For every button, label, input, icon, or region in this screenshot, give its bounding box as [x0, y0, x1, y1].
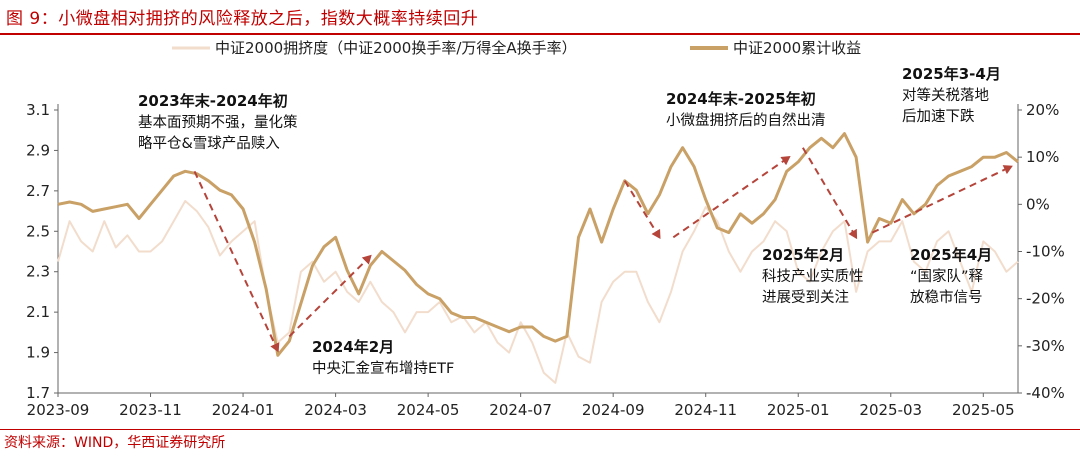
source-note: 资料来源：WIND，华西证券研究所 [4, 435, 226, 451]
y-left-tick-label: 2.7 [26, 182, 50, 200]
annotation-text: 科技产业实质性 [762, 268, 864, 285]
annotation-text: 对等关税落地 [902, 86, 989, 104]
x-tick-label: 2024-01 [212, 401, 275, 419]
y-right-tick-label: 10% [1026, 148, 1059, 166]
y-left-tick-label: 3.1 [26, 101, 50, 119]
source-rule [0, 429, 1080, 430]
trend-arrow [802, 147, 858, 240]
annotation-text: 中央汇金宣布增持ETF [312, 360, 454, 377]
trend-arrow [288, 254, 372, 338]
x-tick-label: 2023-09 [27, 401, 90, 419]
annotation-text: 略平仓&雪球产品赎入 [138, 135, 280, 152]
annotation-text: 放稳市信号 [910, 289, 983, 306]
annotation-heading: 2025年2月 [762, 246, 844, 264]
y-right-tick-label: 20% [1026, 101, 1059, 119]
y-left-tick-label: 2.3 [26, 263, 50, 281]
annotation-text: 进展受到关注 [762, 289, 849, 306]
legend: 中证2000拥挤度（中证2000换手率/万得全A换手率） 中证2000累计收益 [172, 39, 861, 57]
y-left-tick-label: 2.1 [26, 303, 50, 321]
series-lines [57, 132, 1019, 384]
legend-label-crowding: 中证2000拥挤度（中证2000换手率/万得全A换手率） [215, 39, 577, 57]
x-tick-label: 2024-07 [489, 401, 552, 419]
annotation-heading: 2023年末-2024年初 [138, 92, 288, 110]
annotation-heading: 2024年2月 [312, 338, 394, 356]
figure-title: 图 9：小微盘相对拥挤的风险释放之后，指数大概率持续回升 [6, 9, 479, 29]
trend-arrow [871, 165, 1013, 234]
axes: 3.1 2.9 2.7 2.5 2.3 2.1 1.9 1.7 20% 10% 0% -10% -20%… [26, 101, 1065, 419]
x-tick-label: 2024-09 [582, 401, 645, 419]
y-right-tick-label: -10% [1026, 243, 1065, 261]
y-left-tick-label: 1.7 [26, 384, 50, 402]
x-tick-label: 2024-05 [397, 401, 460, 419]
y-right-tick-label: -40% [1026, 384, 1065, 402]
series-line-crowding [57, 200, 1019, 384]
annotation-text: 小微盘拥挤后的自然出清 [666, 111, 826, 129]
x-tick-label: 2024-11 [674, 401, 737, 419]
x-tick-label: 2024-03 [304, 401, 367, 419]
y-right-tick-label: -20% [1026, 290, 1065, 308]
y-right-tick-label: 0% [1026, 195, 1050, 213]
y-left-tick-label: 1.9 [26, 344, 50, 362]
annotation-text: “国家队”释 [910, 268, 984, 285]
x-tick-label: 2025-05 [952, 401, 1015, 419]
annotation-heading: 2024年末-2025年初 [666, 90, 816, 108]
annotation-text: 基本面预期不强，量化策 [138, 114, 298, 131]
x-tick-label: 2023-11 [119, 401, 182, 419]
x-tick-label: 2025-03 [859, 401, 922, 419]
y-left-tick-label: 2.5 [26, 222, 50, 240]
trend-arrow [623, 180, 661, 240]
x-tick-label: 2025-01 [767, 401, 830, 419]
y-right-tick-label: -30% [1026, 337, 1065, 355]
trend-arrows [193, 147, 1013, 353]
annotation-heading: 2025年4月 [910, 246, 992, 264]
title-rule [0, 33, 1080, 35]
annotation-text: 后加速下跌 [902, 108, 975, 125]
trend-arrow [193, 170, 280, 353]
annotation-heading: 2025年3-4月 [902, 65, 1001, 83]
y-left-tick-label: 2.9 [26, 141, 50, 159]
legend-label-cumulative-return: 中证2000累计收益 [733, 39, 861, 57]
series-line-cumulative-return [57, 132, 1019, 357]
